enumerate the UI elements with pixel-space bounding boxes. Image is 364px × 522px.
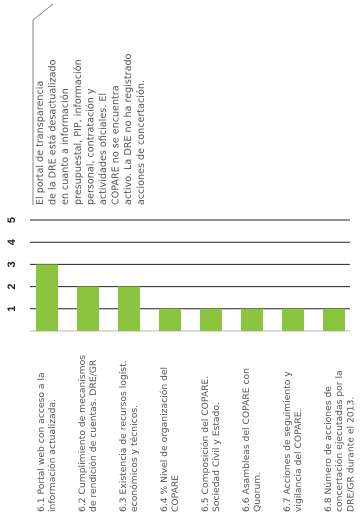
category-label-line: vigilancia del COPARE. bbox=[293, 409, 304, 512]
annotation-text: El portal de transparencia de la DRE está… bbox=[35, 53, 147, 205]
category-label-line: 6.3 Existencia de recursos logíst. bbox=[118, 360, 129, 512]
bar bbox=[36, 264, 58, 331]
tick-label: 4 bbox=[6, 238, 18, 245]
bar bbox=[241, 308, 263, 331]
category-label-line: información actualizada. bbox=[47, 399, 58, 512]
tick-label: 1 bbox=[6, 306, 18, 312]
category-label-line: DRE/GR durante el 2013. bbox=[345, 397, 356, 512]
annotation-line: presupuestal, PIP, información bbox=[72, 59, 84, 205]
bar bbox=[159, 308, 181, 331]
tick-label: 2 bbox=[6, 284, 18, 290]
category-label-line: Quorum. bbox=[252, 472, 263, 512]
category-label-line: 6.6 Asambleas del COPARE con bbox=[241, 368, 252, 512]
category-label: 6.8 Número de acciones de concertación ej… bbox=[323, 370, 356, 512]
category-label-line: económicos y técnicos. bbox=[129, 405, 140, 512]
annotation-leader bbox=[32, 3, 54, 21]
annotation-line: activo. La DRE no ha registrado bbox=[123, 53, 134, 205]
category-label-line: de rendición de cuentas. DRE/GR bbox=[88, 359, 99, 512]
annotation-line: El portal de transparencia bbox=[35, 81, 46, 205]
category-label-line: 6.5 Composición del COPARE. bbox=[200, 376, 211, 512]
category-label: 6.5 Composición del COPARE. Sociedad Civi… bbox=[200, 376, 222, 512]
category-label-line: 6.2 Cumplimiento de mecanismos bbox=[77, 355, 88, 512]
bar bbox=[323, 308, 345, 331]
category-label-line: COPARE bbox=[170, 475, 181, 512]
category-label-line: 6.4 % Nivel de organización del bbox=[159, 367, 170, 512]
category-label-line: concertación ejecutadas por la bbox=[334, 370, 345, 512]
annotation-line: actividades oficiales. El bbox=[98, 93, 109, 205]
category-label: 6.4 % Nivel de organización del COPARE bbox=[159, 367, 181, 512]
tick-label: 3 bbox=[6, 261, 18, 267]
annotation-line: personal, contratación y bbox=[84, 88, 96, 205]
annotation-line: acciones de concertación. bbox=[135, 80, 147, 205]
category-label-line: 6.7 Acciones de seguimiento y bbox=[282, 371, 293, 512]
bar bbox=[200, 308, 222, 331]
annotation-line: COPARE no se encuentra bbox=[111, 85, 122, 205]
bar bbox=[282, 308, 304, 331]
bar bbox=[118, 286, 140, 331]
bar bbox=[77, 286, 99, 331]
category-label: 6.3 Existencia de recursos logíst. económ… bbox=[118, 360, 140, 512]
category-label-line: Sociedad Civil y Estado. bbox=[211, 402, 222, 512]
category-label-line: 6.8 Número de acciones de bbox=[323, 386, 334, 512]
category-label: 6.1 Portal web con acceso a la informació… bbox=[36, 372, 58, 512]
annotation-line: de la DRE está desactualizado bbox=[47, 59, 59, 205]
category-label: 6.2 Cumplimiento de mecanismos de rendici… bbox=[77, 355, 99, 512]
category-label: 6.6 Asambleas del COPARE con Quorum. bbox=[241, 368, 263, 512]
annotation-line: en cuanto a información bbox=[59, 88, 71, 205]
tick-label: 5 bbox=[6, 217, 18, 223]
category-label-line: 6.1 Portal web con acceso a la bbox=[36, 372, 47, 512]
category-label: 6.7 Acciones de seguimiento y vigilancia … bbox=[282, 371, 304, 512]
